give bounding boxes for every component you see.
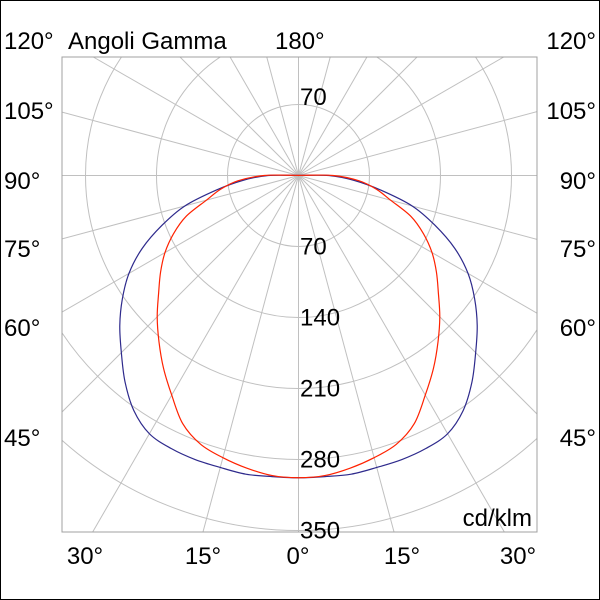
angle-label-right: 75° <box>560 236 596 263</box>
angle-label-left: 90° <box>4 168 40 195</box>
grid-spoke <box>229 57 299 176</box>
radial-tick-label: 350 <box>300 518 340 545</box>
angle-label-right: 45° <box>560 425 596 452</box>
grid-spoke <box>298 175 537 415</box>
radial-tick-label: 140 <box>300 305 340 332</box>
angle-label-right: 60° <box>560 315 596 342</box>
angle-label-bottom: 30° <box>67 543 103 570</box>
angle-label-left: 105° <box>4 98 54 125</box>
angle-label-bottom: 0° <box>287 543 310 570</box>
grid-spoke <box>298 111 537 176</box>
grid-spoke <box>298 175 537 240</box>
angle-label-right: 90° <box>560 168 596 195</box>
radial-tick-label: 210 <box>300 376 340 403</box>
radial-tick-label: 70 <box>300 234 327 261</box>
angle-label-bottom: 30° <box>500 543 536 570</box>
chart-title: Angoli Gamma <box>68 28 227 55</box>
angle-label-bottom: 15° <box>185 543 221 570</box>
grid-spoke <box>62 175 299 240</box>
top-angle-label: 180° <box>275 28 325 55</box>
angle-label-right: 105° <box>546 98 596 125</box>
grid-spoke <box>298 57 368 176</box>
angle-label-left: 60° <box>4 315 40 342</box>
upper-radial-tick-label: 70 <box>300 84 327 111</box>
angle-label-left: 120° <box>4 28 54 55</box>
grid-spoke <box>202 175 299 532</box>
grid-spoke <box>298 57 331 176</box>
grid-spoke <box>62 175 299 313</box>
angle-label-right: 120° <box>546 28 596 55</box>
curves <box>119 174 478 479</box>
series-curve-1 <box>156 174 441 479</box>
grid <box>62 57 537 532</box>
unit-label: cd/klm <box>463 505 532 532</box>
grid-spoke <box>298 57 418 176</box>
angle-label-bottom: 15° <box>384 543 420 570</box>
grid-spoke <box>298 175 505 532</box>
grid-spoke <box>62 175 299 413</box>
grid-spoke <box>179 57 299 176</box>
grid-spoke <box>298 57 504 176</box>
grid-spoke <box>266 57 299 176</box>
plot-frame <box>61 56 538 533</box>
grid-spoke <box>62 111 299 176</box>
angle-label-left: 45° <box>4 425 40 452</box>
grid-spoke <box>93 57 299 176</box>
grid-spoke <box>92 175 299 532</box>
radial-tick-label: 280 <box>300 447 340 474</box>
angle-label-left: 75° <box>4 236 40 263</box>
grid-spoke <box>298 175 537 314</box>
grid-spoke <box>298 175 395 532</box>
tick-labels: 70 140 210 280 350 120° 120° 105° 105° 90° 90° 75° 7… <box>4 28 596 570</box>
